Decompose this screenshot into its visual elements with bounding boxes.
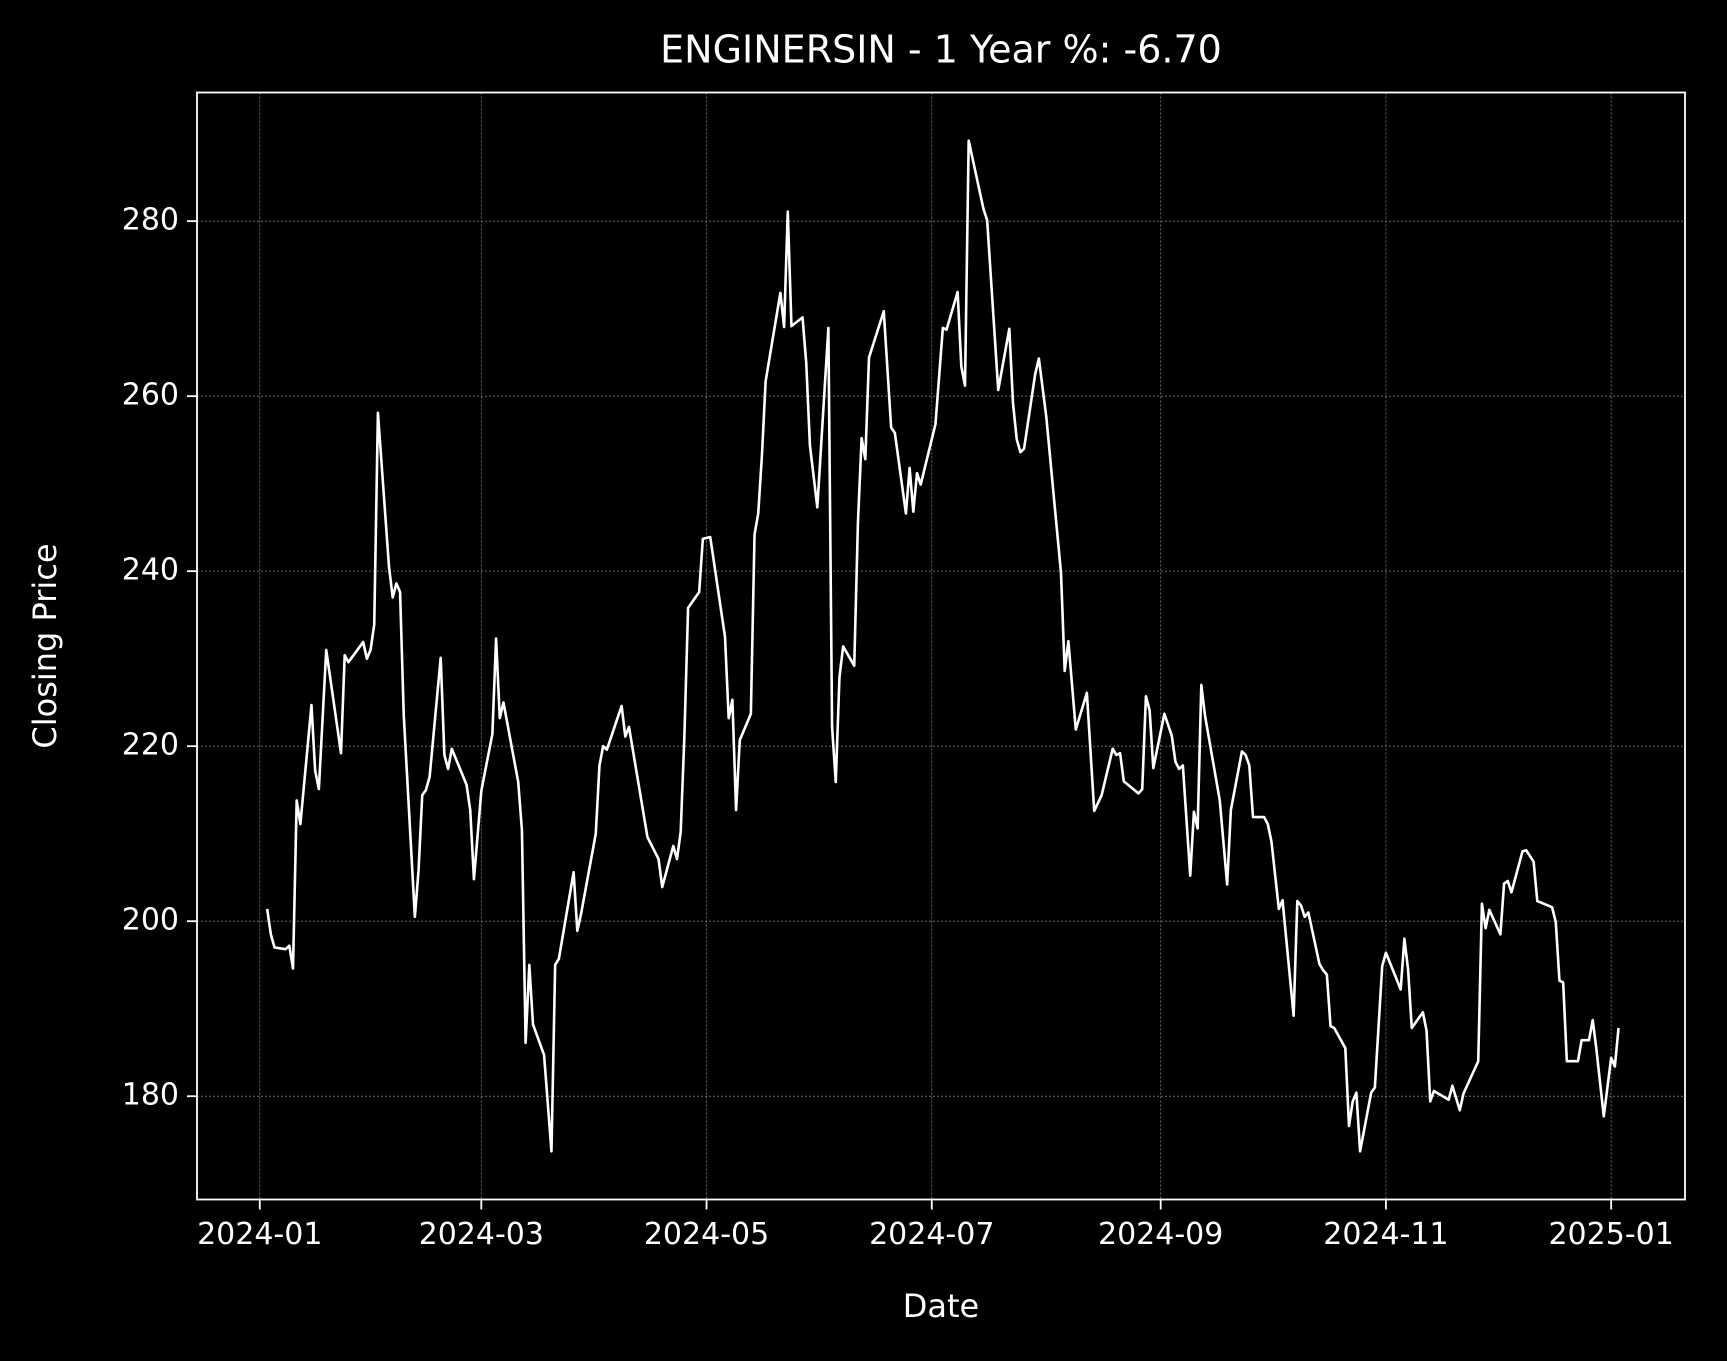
y-tick-label: 200 — [122, 903, 179, 938]
x-tick-label: 2024-07 — [869, 1217, 994, 1252]
x-tick-label: 2024-09 — [1098, 1217, 1223, 1252]
y-axis-label: Closing Price — [26, 543, 64, 748]
y-tick-label: 180 — [122, 1078, 179, 1113]
plot-frame — [196, 91, 1686, 1201]
x-tick-label: 2025-01 — [1548, 1217, 1673, 1252]
x-tick-label: 2024-03 — [419, 1217, 544, 1252]
y-tick-label: 280 — [122, 203, 179, 238]
y-tick-label: 240 — [122, 553, 179, 588]
y-tick-label: 260 — [122, 378, 179, 413]
x-tick-label: 2024-11 — [1323, 1217, 1448, 1252]
x-axis-label: Date — [903, 1287, 979, 1325]
chart-title: ENGINERSIN - 1 Year %: -6.70 — [660, 28, 1222, 72]
y-tick-label: 220 — [122, 728, 179, 763]
x-tick-label: 2024-05 — [644, 1217, 769, 1252]
price-line — [265, 139, 1620, 1153]
x-tick-label: 2024-01 — [197, 1217, 322, 1252]
